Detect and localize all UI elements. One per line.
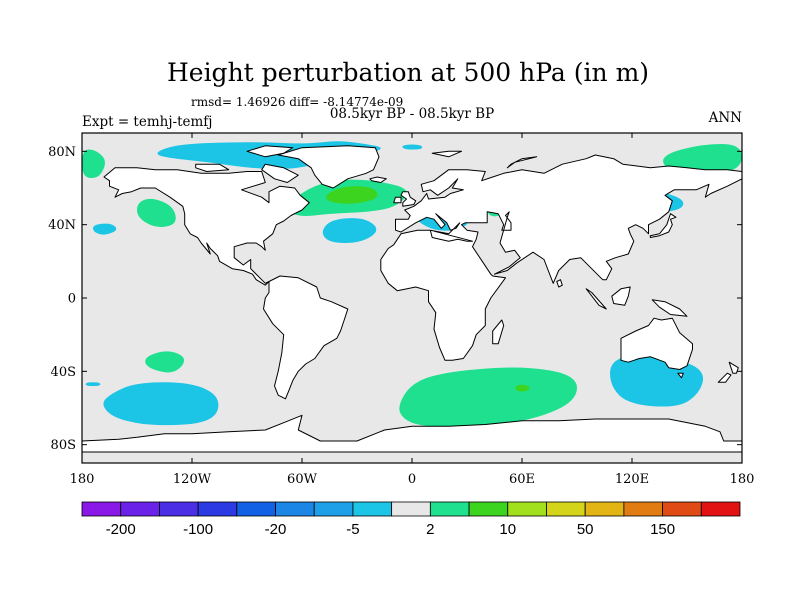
region-greenland-sea-negative — [402, 144, 423, 150]
region-north-atlantic-core — [326, 186, 378, 204]
colorbar-label: 10 — [499, 521, 516, 538]
colorbar-box — [468, 501, 509, 517]
season-label: ANN — [708, 110, 743, 126]
colorbar-label: -5 — [346, 521, 359, 538]
colorbar-box — [662, 501, 702, 517]
x-tick-label: 60E — [509, 472, 535, 487]
colorbar-box — [236, 501, 276, 517]
land-ellesmere — [246, 145, 294, 158]
colorbar-box — [623, 501, 663, 517]
land-japan — [649, 213, 677, 238]
y-tick-label: 80N — [48, 145, 76, 160]
colorbar-box — [81, 501, 122, 517]
region-central-atlantic-negative — [322, 218, 377, 243]
colorbar-box — [275, 501, 315, 517]
y-tick-label: 40N — [48, 218, 76, 233]
land-ireland — [393, 196, 402, 204]
y-tick-label: 40S — [51, 365, 76, 380]
stats-line: rmsd= 1.46926 diff= -8.14774e-09 — [191, 95, 403, 109]
continents — [82, 145, 742, 453]
colorbar-box — [313, 501, 354, 517]
land-borneo — [611, 286, 631, 306]
colorbar-box — [700, 501, 741, 517]
colorbar-box — [120, 501, 160, 517]
land-sumatra — [585, 288, 607, 310]
land-tasmania — [677, 372, 684, 379]
land-north-america — [103, 167, 310, 286]
x-tick-label: 180 — [730, 472, 755, 487]
x-tick-label: 60W — [287, 472, 318, 487]
region-southern-ocean-positive — [399, 367, 577, 428]
land-svalbard — [431, 150, 462, 158]
colorbar-box — [352, 501, 393, 517]
colorbar-box — [429, 501, 470, 517]
region-pacific-small-negative — [85, 382, 101, 386]
land-new-guinea — [651, 299, 688, 317]
land-africa-eurasia — [380, 154, 742, 361]
x-tick-label: 180 — [70, 472, 95, 487]
region-east-pacific-negative — [93, 223, 117, 235]
axis-ticks: 180 120W 60W 0 60E 120E 180 80N 40N 0 40S 80S — [48, 133, 754, 487]
land-south-america — [263, 275, 349, 400]
land-madagascar — [492, 319, 505, 345]
land-new-zealand-south — [717, 372, 732, 383]
x-tick-label: 0 — [408, 472, 416, 487]
colorbar-label: 50 — [577, 521, 594, 538]
land-baffin — [261, 163, 299, 183]
land-australia — [620, 317, 693, 370]
land-new-zealand-north — [728, 361, 739, 374]
x-tick-label: 120W — [173, 472, 212, 487]
colorbar-label: -20 — [265, 521, 287, 538]
colorbar-label: -100 — [183, 521, 213, 538]
land-greenland — [277, 145, 380, 189]
colorbar-label: 150 — [650, 521, 675, 538]
colorbar-box — [507, 501, 547, 517]
map-area — [82, 133, 742, 463]
region-south-pacific-negative — [103, 382, 219, 426]
colorbar-box — [391, 501, 431, 517]
colorbar-box — [159, 501, 199, 517]
y-tick-label: 0 — [68, 292, 76, 307]
region-bering-positive — [82, 149, 106, 179]
colorbar-box — [197, 501, 238, 517]
region-pacific-nw-positive — [137, 198, 176, 227]
colorbar-label: -200 — [106, 521, 136, 538]
land-sri-lanka — [556, 279, 563, 288]
period-line: 08.5kyr BP - 08.5kyr BP — [330, 106, 494, 122]
land-victoria-island — [195, 163, 230, 172]
land-novaya-zemlya — [506, 156, 538, 169]
colorbar-box — [584, 501, 625, 517]
figure-title: Height perturbation at 500 hPa (in m) — [167, 58, 649, 87]
x-tick-label: 120E — [615, 472, 649, 487]
colorbar-box — [546, 501, 586, 517]
land-iceland — [369, 176, 387, 183]
land-antarctica — [82, 414, 742, 453]
colorbar: -200 -100 -20 -5 2 10 50 150 — [81, 501, 741, 538]
land-britain — [400, 191, 417, 207]
colorbar-label: 2 — [426, 521, 434, 538]
region-mid-south-pacific-positive — [145, 351, 185, 373]
y-tick-label: 80S — [51, 438, 76, 453]
experiment-label: Expt = temhj-temfj — [82, 114, 213, 130]
region-southern-ocean-core — [515, 384, 530, 392]
